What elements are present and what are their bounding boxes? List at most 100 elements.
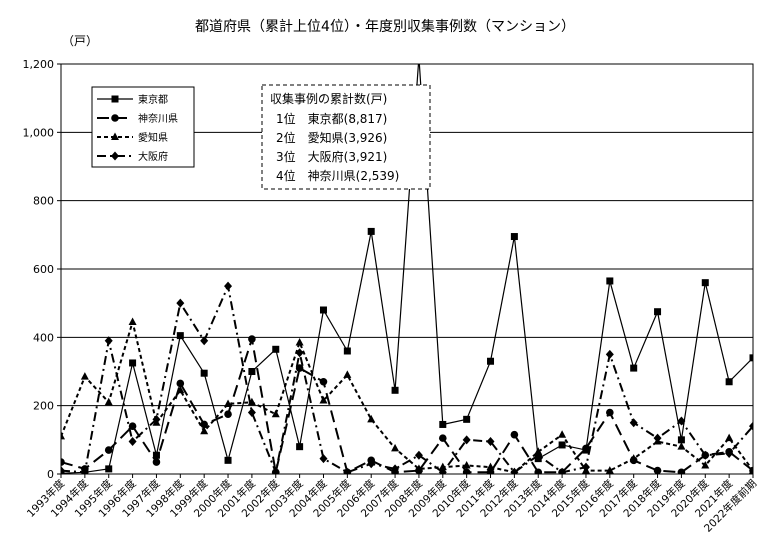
data-point bbox=[152, 451, 160, 459]
data-point bbox=[272, 345, 280, 353]
data-point bbox=[319, 306, 327, 314]
data-point bbox=[677, 442, 686, 450]
data-point bbox=[224, 399, 233, 407]
data-point bbox=[176, 332, 184, 340]
data-point bbox=[319, 454, 328, 464]
data-point bbox=[224, 281, 233, 291]
data-point bbox=[200, 369, 208, 377]
annotation-row: 4位 神奈川県(2,539) bbox=[276, 168, 399, 183]
series-line bbox=[61, 338, 753, 474]
data-point bbox=[343, 467, 352, 474]
data-point bbox=[296, 443, 304, 451]
data-point bbox=[248, 335, 256, 343]
data-point bbox=[391, 386, 399, 394]
data-point bbox=[271, 467, 280, 474]
y-tick-label: 1,200 bbox=[23, 58, 55, 71]
series-line bbox=[61, 318, 753, 474]
data-point bbox=[462, 435, 471, 445]
data-point bbox=[701, 460, 710, 469]
data-point bbox=[463, 415, 471, 423]
data-point bbox=[582, 444, 590, 453]
data-point bbox=[104, 397, 113, 406]
data-point bbox=[343, 370, 352, 378]
data-point bbox=[200, 420, 208, 429]
data-point bbox=[152, 414, 161, 424]
y-tick-label: 800 bbox=[33, 195, 54, 208]
data-point bbox=[391, 443, 400, 452]
chart-title: 都道府県（累計上位4位）・年度別収集事例数（マンション） bbox=[195, 18, 575, 35]
series-愛知県 bbox=[61, 317, 753, 474]
x-axis: 1993年度1994年度1995年度1996年度1997年度1998年度1999… bbox=[24, 474, 759, 535]
annotation-row: 2位 愛知県(3,926) bbox=[276, 130, 387, 145]
data-point bbox=[462, 468, 471, 474]
y-tick-label: 1,000 bbox=[23, 126, 55, 139]
series-layer bbox=[61, 54, 753, 474]
data-point bbox=[510, 233, 518, 241]
data-point bbox=[486, 462, 495, 471]
data-point bbox=[462, 460, 471, 469]
data-point bbox=[295, 337, 304, 346]
data-point bbox=[176, 385, 185, 394]
data-point bbox=[581, 462, 590, 472]
data-point bbox=[677, 416, 686, 426]
data-point bbox=[725, 433, 734, 442]
data-point bbox=[104, 446, 113, 454]
y-tick-label: 0 bbox=[47, 468, 54, 481]
annotation-title: 収集事例の累計数(戸) bbox=[270, 91, 387, 106]
data-point bbox=[414, 450, 423, 460]
data-point bbox=[128, 422, 137, 430]
y-axis-unit-label: （戸） bbox=[62, 34, 98, 48]
data-point bbox=[80, 467, 89, 474]
legend-marker bbox=[111, 132, 119, 140]
data-point bbox=[176, 379, 185, 388]
annotation-row: 3位 大阪府(3,921) bbox=[276, 149, 387, 164]
data-point bbox=[104, 336, 113, 346]
data-point bbox=[200, 426, 209, 435]
annotation-box: 収集事例の累計数(戸) 1位 東京都(8,817) 2位 愛知県(3,926) 3位 … bbox=[261, 84, 431, 190]
y-tick-label: 600 bbox=[33, 263, 54, 276]
data-point bbox=[414, 464, 423, 472]
data-point bbox=[725, 449, 734, 458]
series-line bbox=[61, 64, 753, 474]
data-point bbox=[319, 377, 328, 386]
data-point bbox=[200, 336, 209, 346]
y-tick-label: 400 bbox=[33, 331, 54, 344]
data-point bbox=[247, 408, 256, 417]
data-point bbox=[176, 298, 185, 308]
data-point bbox=[367, 227, 375, 235]
data-point bbox=[654, 308, 662, 316]
data-point bbox=[343, 347, 351, 355]
data-point bbox=[152, 458, 161, 466]
data-point bbox=[128, 317, 137, 325]
data-point bbox=[271, 409, 280, 418]
y-tick-label: 200 bbox=[33, 400, 54, 413]
series-大阪府 bbox=[61, 281, 753, 474]
data-point bbox=[367, 414, 376, 423]
legend-label: 東京都 bbox=[138, 93, 168, 106]
data-point bbox=[605, 349, 614, 359]
data-point bbox=[629, 454, 638, 462]
data-point bbox=[558, 467, 567, 474]
legend-label: 大阪府 bbox=[138, 150, 168, 163]
data-point bbox=[128, 437, 137, 447]
data-point bbox=[61, 458, 65, 466]
data-point bbox=[606, 408, 614, 417]
data-point bbox=[415, 54, 422, 61]
data-point bbox=[295, 348, 304, 358]
data-point bbox=[677, 468, 686, 474]
data-point bbox=[391, 464, 400, 474]
y-axis: 0 200 400 600 800 1,000 1,200 bbox=[23, 58, 61, 481]
data-point bbox=[749, 466, 753, 474]
data-point bbox=[701, 450, 710, 460]
data-point bbox=[605, 466, 614, 474]
data-point bbox=[630, 364, 638, 372]
data-point bbox=[129, 359, 137, 367]
data-point bbox=[224, 456, 232, 464]
legend-label: 神奈川県 bbox=[138, 112, 178, 125]
legend-marker bbox=[111, 151, 119, 161]
data-point bbox=[749, 421, 753, 431]
data-point bbox=[725, 378, 733, 386]
data-point bbox=[80, 372, 89, 380]
